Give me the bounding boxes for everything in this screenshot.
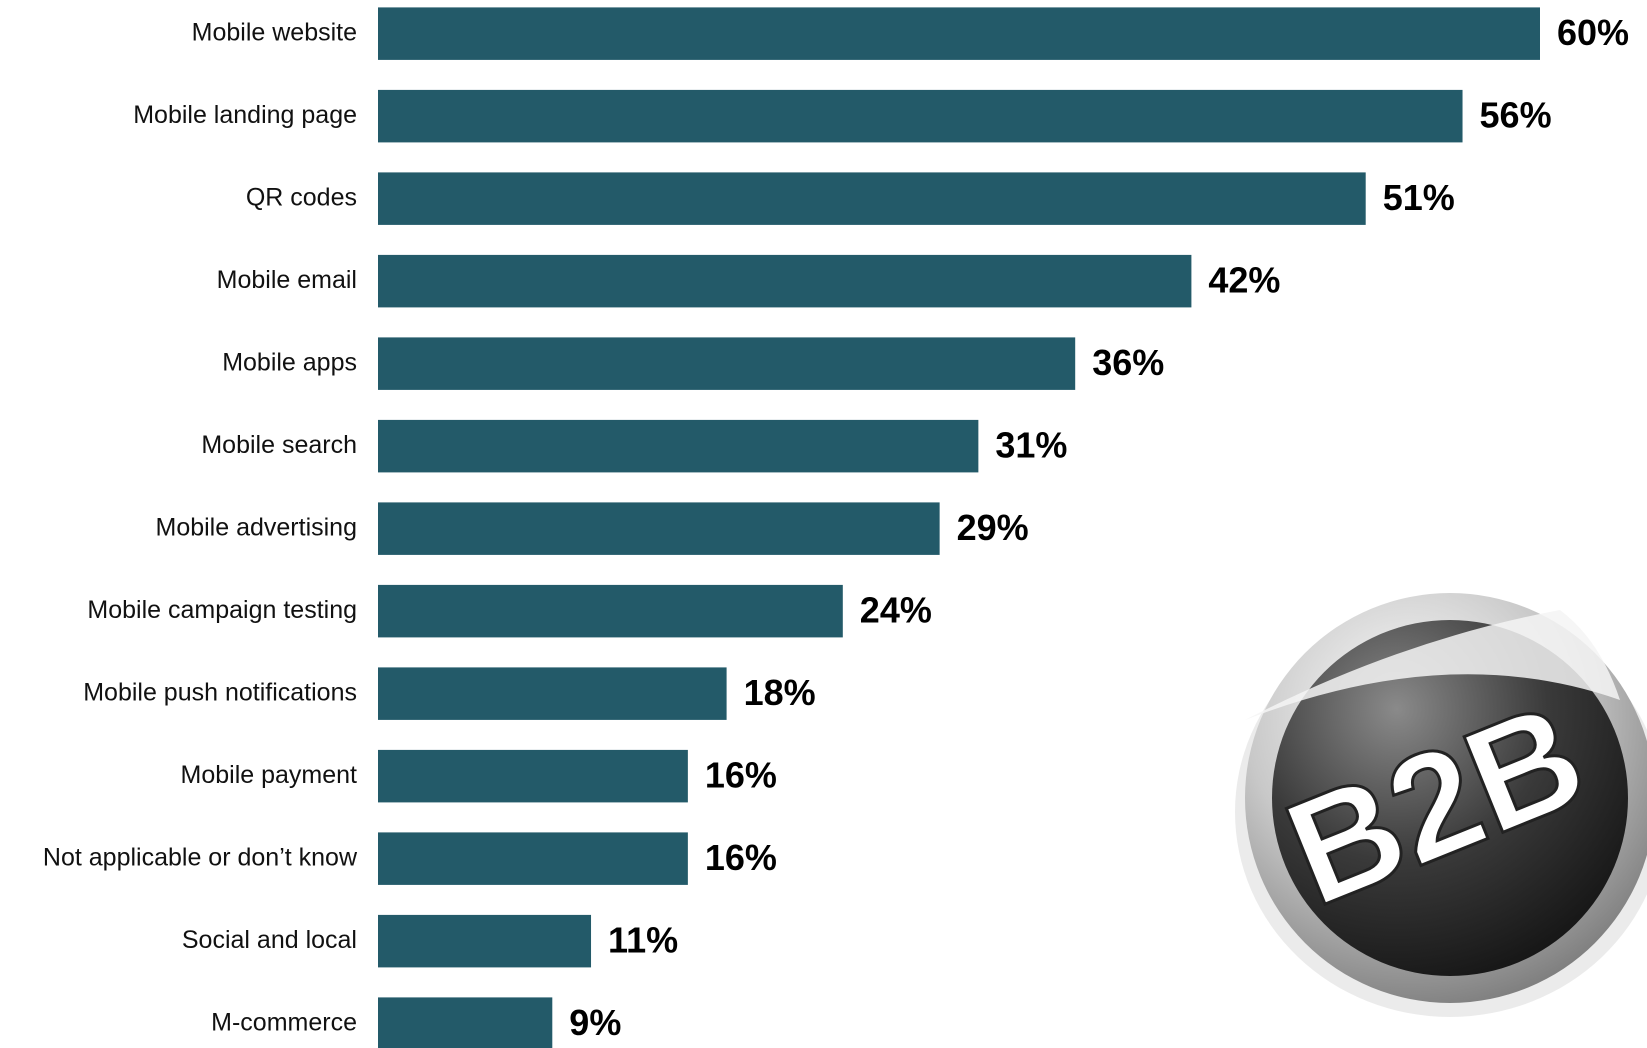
- category-label: Mobile advertising: [156, 513, 358, 541]
- category-label: QR codes: [246, 183, 357, 211]
- value-label: 29%: [957, 507, 1029, 548]
- bar: [378, 419, 979, 473]
- bar: [378, 749, 688, 803]
- category-label: Mobile website: [192, 18, 357, 46]
- badge-curl: [1245, 610, 1620, 720]
- bar: [378, 254, 1192, 308]
- value-label: 24%: [860, 590, 932, 631]
- value-label: 56%: [1480, 95, 1552, 136]
- bar: [378, 584, 843, 638]
- category-label: M-commerce: [211, 1008, 357, 1036]
- bar: [378, 89, 1463, 143]
- value-label: 16%: [705, 837, 777, 878]
- value-label: 9%: [569, 1002, 621, 1043]
- bar: [378, 7, 1540, 60]
- category-label: Not applicable or don’t know: [43, 843, 358, 871]
- category-label: Mobile campaign testing: [87, 596, 357, 624]
- value-label: 36%: [1092, 342, 1164, 383]
- value-label: 16%: [705, 755, 777, 796]
- value-label: 11%: [608, 920, 678, 961]
- value-label: 31%: [995, 425, 1067, 466]
- category-label: Mobile payment: [181, 761, 358, 789]
- value-label: 51%: [1383, 177, 1455, 218]
- value-label: 42%: [1208, 260, 1280, 301]
- category-label: Social and local: [182, 926, 357, 954]
- category-label: Mobile landing page: [133, 101, 357, 129]
- bar: [378, 337, 1076, 390]
- category-label: Mobile email: [217, 266, 357, 294]
- bar: [378, 832, 688, 885]
- value-label: 60%: [1557, 12, 1629, 53]
- bar: [378, 502, 940, 555]
- bar: [378, 172, 1366, 225]
- category-label: Mobile apps: [222, 348, 357, 376]
- bar: [378, 667, 727, 720]
- badge: B2B: [1235, 593, 1647, 1017]
- category-label: Mobile push notifications: [83, 678, 357, 706]
- value-label: 18%: [744, 672, 816, 713]
- category-label: Mobile search: [201, 431, 357, 459]
- bar: [378, 997, 553, 1048]
- badge-core: [1272, 620, 1628, 976]
- bar: [378, 914, 592, 968]
